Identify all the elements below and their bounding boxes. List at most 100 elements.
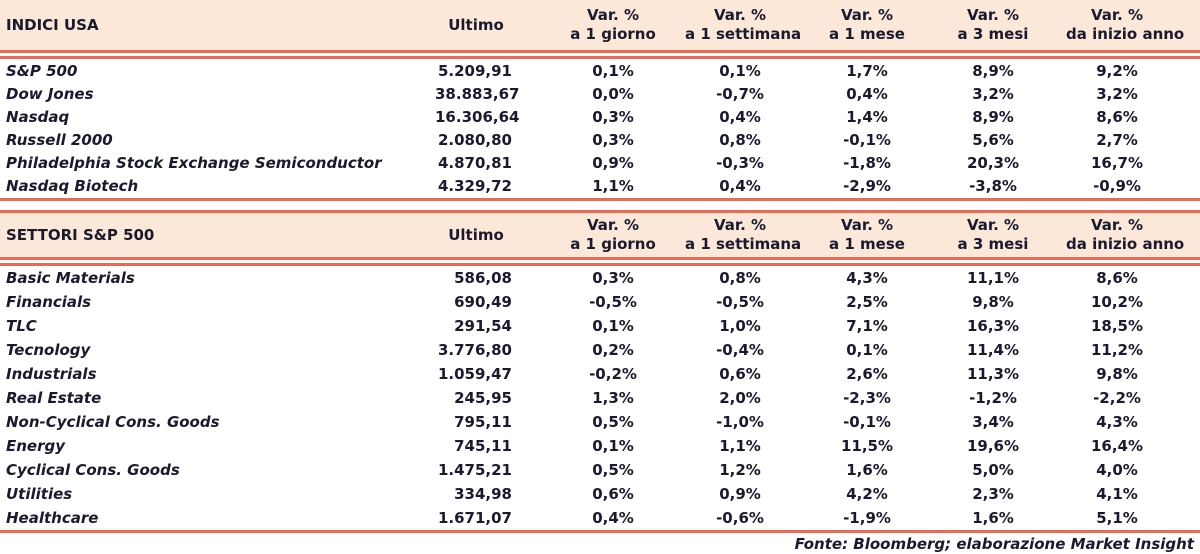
var-percent-label: Var. % bbox=[1090, 6, 1144, 24]
table-row: Energy 745,11 0,1% 1,1% 11,5% 19,6% 16,4% bbox=[0, 434, 1200, 458]
var-3m-value: 5,6% bbox=[972, 131, 1014, 150]
var-1m-value: 1,7% bbox=[846, 61, 888, 80]
var-3m-value: 11,1% bbox=[966, 268, 1020, 287]
ultimo-value: 1.059,47 bbox=[437, 364, 512, 383]
var-ytd-value: 4,0% bbox=[1096, 460, 1138, 479]
var-1w-value: -0,5% bbox=[716, 292, 764, 311]
var-percent-label: Var. % bbox=[840, 6, 894, 24]
row-name: Russell 2000 bbox=[6, 131, 113, 150]
row-name: Dow Jones bbox=[6, 84, 94, 103]
var-1d-value: 0,3% bbox=[592, 107, 634, 126]
row-name: Cyclical Cons. Goods bbox=[6, 460, 180, 479]
column-header-var-4: Var. % a 3 mesi bbox=[939, 216, 1066, 254]
var-1m-value: 4,3% bbox=[846, 268, 888, 287]
table-row: Utilities 334,98 0,6% 0,9% 4,2% 2,3% 4,1% bbox=[0, 482, 1200, 506]
var-3m-value: 3,4% bbox=[972, 412, 1014, 431]
ultimo-value: 795,11 bbox=[454, 412, 512, 431]
var-1d-value: 0,1% bbox=[592, 436, 634, 455]
var-ytd-value: 18,5% bbox=[1090, 316, 1144, 335]
var-ytd-value: 9,8% bbox=[1096, 364, 1138, 383]
var-1w-value: -0,4% bbox=[716, 340, 764, 359]
var-1d-value: 0,0% bbox=[592, 84, 634, 103]
var-1m-value: 0,1% bbox=[846, 340, 888, 359]
var-3m-value: 19,6% bbox=[966, 436, 1020, 455]
column-header-var-5: Var. % da inizio anno bbox=[1066, 216, 1200, 254]
var-3m-value: -3,8% bbox=[969, 177, 1017, 196]
var-period-label: a 1 settimana bbox=[685, 25, 802, 43]
table-row: Financials 690,49 -0,5% -0,5% 2,5% 9,8% 10,2% bbox=[0, 290, 1200, 314]
var-1m-value: -2,3% bbox=[843, 388, 891, 407]
row-name: S&P 500 bbox=[6, 61, 78, 80]
table-row: Nasdaq 16.306,64 0,3% 0,4% 1,4% 8,9% 8,6% bbox=[0, 105, 1200, 128]
var-period-label: a 3 mesi bbox=[957, 234, 1029, 253]
var-1d-value: 0,1% bbox=[592, 316, 634, 335]
table-section-settori-sp500: SETTORI S&P 500 Ultimo Var. % a 1 giorno Var… bbox=[0, 209, 1200, 533]
source-note: Fonte: Bloomberg; elaborazione Market In… bbox=[794, 534, 1194, 553]
column-header-var-1: Var. % a 1 giorno bbox=[517, 216, 685, 254]
var-percent-label: Var. % bbox=[586, 6, 640, 24]
var-ytd-value: 3,2% bbox=[1096, 84, 1138, 103]
table-header-row-settori-sp500: SETTORI S&P 500 Ultimo Var. % a 1 giorno Var… bbox=[0, 209, 1200, 257]
section-bottom-rule bbox=[0, 529, 1200, 533]
var-percent-label: Var. % bbox=[966, 6, 1020, 24]
section-gap bbox=[0, 200, 1200, 210]
ultimo-value: 291,54 bbox=[454, 316, 512, 335]
var-3m-value: 8,9% bbox=[972, 61, 1014, 80]
var-1m-value: 2,6% bbox=[846, 364, 888, 383]
var-period-label: a 1 mese bbox=[829, 234, 905, 253]
var-1m-value: 0,4% bbox=[846, 84, 888, 103]
var-3m-value: 16,3% bbox=[966, 316, 1020, 335]
table-row: Russell 2000 2.080,80 0,3% 0,8% -0,1% 5,6% 2,7… bbox=[0, 128, 1200, 151]
var-period-label: a 1 giorno bbox=[570, 234, 656, 253]
var-ytd-value: 4,1% bbox=[1096, 484, 1138, 503]
var-1d-value: 1,1% bbox=[592, 177, 634, 196]
var-3m-value: 8,9% bbox=[972, 107, 1014, 126]
var-1m-value: -1,9% bbox=[843, 508, 891, 527]
var-1d-value: -0,2% bbox=[589, 364, 637, 383]
var-1d-value: 0,5% bbox=[592, 460, 634, 479]
var-3m-value: 9,8% bbox=[972, 292, 1014, 311]
row-name: Industrials bbox=[6, 364, 97, 383]
var-1w-value: 0,1% bbox=[719, 61, 761, 80]
var-period-label: a 3 mesi bbox=[957, 25, 1029, 43]
var-percent-label: Var. % bbox=[966, 215, 1020, 234]
table-header-row-indici-usa: INDICI USA Ultimo Var. % a 1 giorno Var. % a … bbox=[0, 0, 1200, 50]
var-period-label: a 1 giorno bbox=[570, 25, 656, 43]
var-1d-value: -0,5% bbox=[589, 292, 637, 311]
section-title: INDICI USA bbox=[6, 16, 99, 34]
column-header-var-3: Var. % a 1 mese bbox=[812, 216, 939, 254]
column-header-ultimo: Ultimo bbox=[448, 225, 504, 244]
row-name: Real Estate bbox=[6, 388, 102, 407]
var-ytd-value: -2,2% bbox=[1093, 388, 1141, 407]
var-ytd-value: 2,7% bbox=[1096, 131, 1138, 150]
var-1m-value: -0,1% bbox=[843, 412, 891, 431]
var-1w-value: 0,6% bbox=[719, 364, 761, 383]
var-1d-value: 0,2% bbox=[592, 340, 634, 359]
table-row: Tecnology 3.776,80 0,2% -0,4% 0,1% 11,4% 11,2% bbox=[0, 338, 1200, 362]
var-3m-value: 5,0% bbox=[972, 460, 1014, 479]
var-1m-value: 1,4% bbox=[846, 107, 888, 126]
var-1w-value: 1,0% bbox=[719, 316, 761, 335]
var-ytd-value: 11,2% bbox=[1090, 340, 1144, 359]
ultimo-value: 5.209,91 bbox=[437, 61, 512, 80]
var-period-label: a 1 mese bbox=[829, 25, 905, 43]
table-row: Real Estate 245,95 1,3% 2,0% -2,3% -1,2% -2,2% bbox=[0, 386, 1200, 410]
var-1d-value: 1,3% bbox=[592, 388, 634, 407]
var-1w-value: 0,4% bbox=[719, 177, 761, 196]
ultimo-value: 245,95 bbox=[454, 388, 512, 407]
var-1w-value: 0,8% bbox=[719, 131, 761, 150]
var-1w-value: 0,8% bbox=[719, 268, 761, 287]
table-row: Dow Jones 38.883,67 0,0% -0,7% 0,4% 3,2% 3,2% bbox=[0, 82, 1200, 105]
table-row: S&P 500 5.209,91 0,1% 0,1% 1,7% 8,9% 9,2% bbox=[0, 59, 1200, 82]
column-header-var-2: Var. % a 1 settimana bbox=[685, 6, 812, 44]
var-1w-value: -1,0% bbox=[716, 412, 764, 431]
var-percent-label: Var. % bbox=[1090, 215, 1144, 234]
var-ytd-value: 16,4% bbox=[1090, 436, 1144, 455]
var-1w-value: 1,1% bbox=[719, 436, 761, 455]
column-header-var-3: Var. % a 1 mese bbox=[812, 6, 939, 44]
row-name: Utilities bbox=[6, 484, 73, 503]
var-1d-value: 0,9% bbox=[592, 154, 634, 173]
var-ytd-value: -0,9% bbox=[1093, 177, 1141, 196]
row-name: Tecnology bbox=[6, 340, 91, 359]
table-row: Philadelphia Stock Exchange Semiconducto… bbox=[0, 152, 1200, 175]
